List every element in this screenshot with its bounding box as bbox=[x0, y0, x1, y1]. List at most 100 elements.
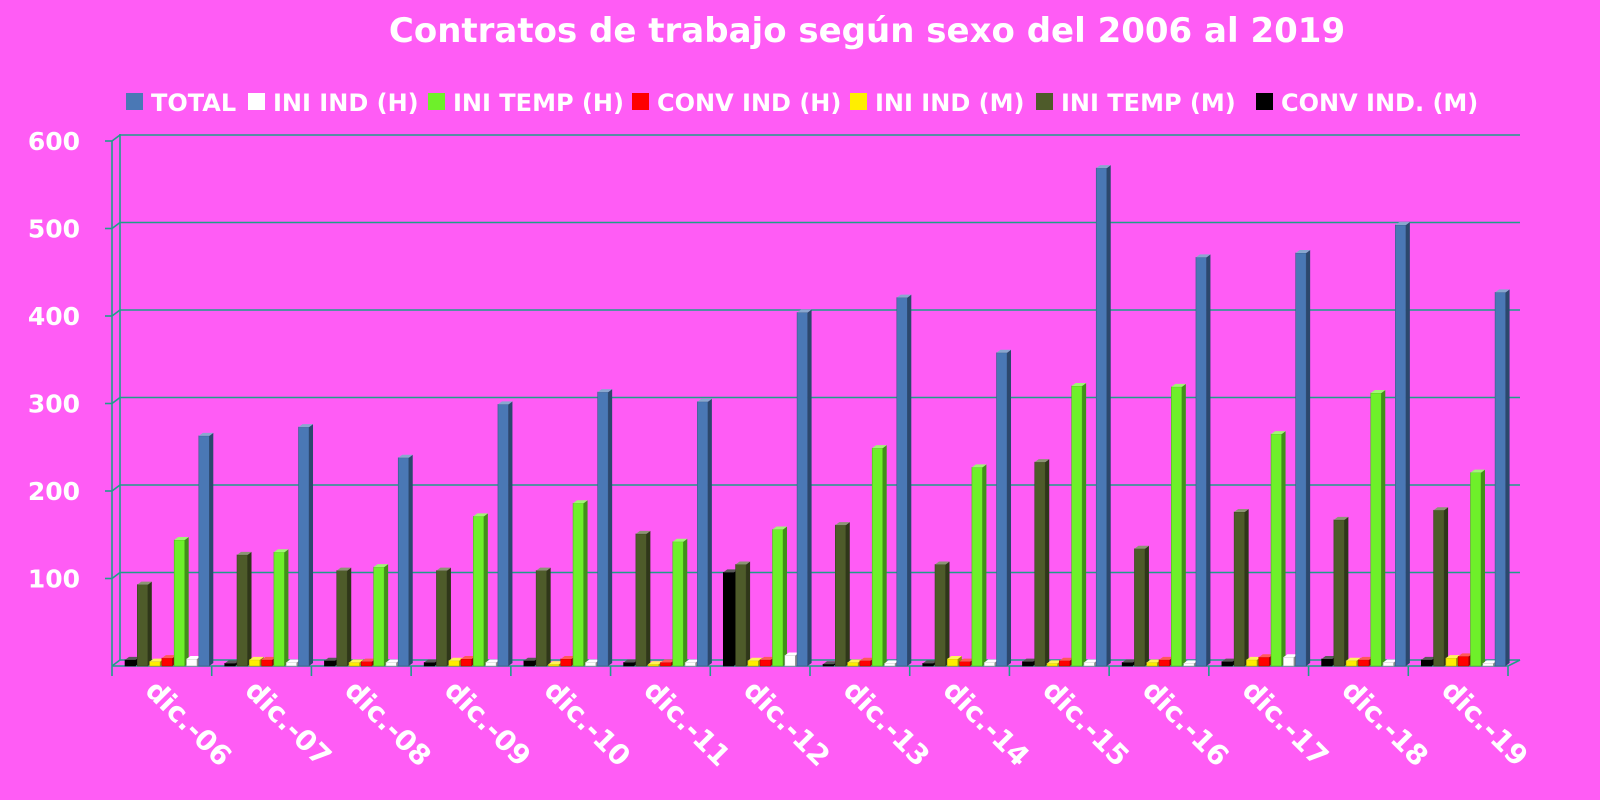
y-tick-label: 600 bbox=[28, 127, 80, 156]
bar-front bbox=[423, 662, 435, 667]
bar-side bbox=[1206, 254, 1211, 666]
bar-front bbox=[772, 529, 784, 667]
bar-top bbox=[772, 526, 787, 530]
bar-side bbox=[882, 445, 887, 666]
bar-front bbox=[884, 663, 896, 667]
legend-item: TOTAL bbox=[126, 89, 236, 117]
bar-front bbox=[1233, 511, 1245, 667]
bar-front bbox=[149, 661, 161, 667]
bar bbox=[635, 530, 651, 667]
bar-top bbox=[385, 659, 401, 663]
x-tick-label: dic.-18 bbox=[1335, 674, 1434, 773]
legend-item: CONV IND (H) bbox=[632, 89, 841, 117]
bar bbox=[1295, 250, 1311, 667]
bar-top bbox=[448, 657, 464, 661]
bar-top bbox=[1059, 657, 1074, 661]
legend-item: INI IND (M) bbox=[850, 89, 1024, 117]
bar-front bbox=[285, 662, 298, 667]
bar-side bbox=[1480, 469, 1485, 666]
bar-top bbox=[473, 513, 488, 517]
bar-front bbox=[273, 551, 285, 667]
bar bbox=[1433, 507, 1449, 667]
bar bbox=[772, 526, 787, 667]
bar-front bbox=[137, 584, 149, 667]
bar bbox=[1095, 165, 1111, 667]
bar-side bbox=[147, 581, 152, 666]
bar-top bbox=[1096, 165, 1111, 169]
bar-top bbox=[760, 656, 775, 660]
bar-front bbox=[1321, 658, 1333, 667]
bar-side bbox=[646, 530, 651, 666]
bar-side bbox=[1007, 349, 1012, 666]
bar bbox=[572, 500, 588, 667]
bar-front bbox=[1258, 656, 1270, 667]
gridline-edge bbox=[111, 134, 121, 142]
bar-top bbox=[1395, 222, 1410, 225]
bar-front bbox=[647, 663, 659, 667]
x-tick-label: dic.-10 bbox=[538, 674, 637, 773]
x-tick-label: dic.-19 bbox=[1435, 674, 1534, 773]
floor-edge bbox=[1507, 659, 1521, 667]
bar-front bbox=[1071, 385, 1083, 667]
bar-front bbox=[1046, 663, 1058, 667]
bar-front bbox=[822, 663, 834, 667]
bar-top bbox=[336, 567, 352, 571]
bar bbox=[198, 432, 214, 667]
bar bbox=[735, 561, 751, 667]
bar bbox=[173, 537, 189, 667]
bar-top bbox=[198, 432, 214, 436]
bar-top bbox=[947, 656, 962, 659]
bar-top bbox=[597, 389, 613, 393]
bar-top bbox=[273, 549, 289, 553]
bar bbox=[1134, 545, 1149, 667]
bar-front bbox=[1146, 662, 1158, 667]
bar-front bbox=[996, 352, 1008, 667]
bar bbox=[971, 464, 987, 667]
x-tick-label: dic.-06 bbox=[139, 674, 238, 773]
bar-front bbox=[585, 662, 597, 667]
bar-top bbox=[1022, 658, 1037, 662]
bar bbox=[236, 551, 252, 667]
gridline-edge bbox=[111, 221, 121, 230]
bar-top bbox=[685, 659, 700, 663]
bar bbox=[1470, 469, 1485, 667]
bar-side bbox=[1106, 165, 1111, 666]
x-tick-label: dic.-09 bbox=[438, 674, 537, 773]
bar-front bbox=[959, 661, 971, 667]
bar-top bbox=[1047, 660, 1062, 664]
bar-front bbox=[485, 662, 497, 667]
bar-front bbox=[922, 663, 934, 667]
bar bbox=[336, 567, 352, 667]
bar-front bbox=[548, 663, 560, 667]
bar-front bbox=[1270, 433, 1282, 667]
bar-front bbox=[735, 564, 747, 667]
bar-front bbox=[198, 435, 210, 667]
x-tick-label: dic.-17 bbox=[1236, 674, 1335, 773]
bar-top bbox=[125, 656, 140, 660]
bar-front bbox=[983, 662, 996, 667]
bar-top bbox=[1171, 383, 1186, 387]
bar bbox=[397, 454, 413, 667]
bar-top bbox=[672, 538, 688, 542]
bar-front bbox=[385, 662, 397, 667]
bar bbox=[1233, 509, 1249, 667]
bar-top bbox=[1370, 390, 1386, 393]
bar-side bbox=[347, 567, 352, 666]
bar-front bbox=[224, 663, 236, 667]
legend-item: INI IND (H) bbox=[248, 89, 419, 117]
legend-swatch bbox=[428, 93, 445, 110]
bar-side bbox=[1144, 545, 1149, 666]
bar bbox=[1022, 658, 1037, 667]
gridline-edge bbox=[111, 396, 121, 405]
bar-side bbox=[184, 537, 189, 666]
bar-side bbox=[1281, 431, 1286, 666]
bar-front bbox=[173, 539, 185, 667]
bar-front bbox=[1083, 662, 1095, 667]
bar-side bbox=[945, 561, 950, 666]
bar-top bbox=[660, 659, 675, 663]
bar-top bbox=[424, 659, 439, 663]
bar-front bbox=[1134, 548, 1146, 667]
bar-front bbox=[597, 391, 609, 667]
bar-top bbox=[523, 657, 539, 661]
